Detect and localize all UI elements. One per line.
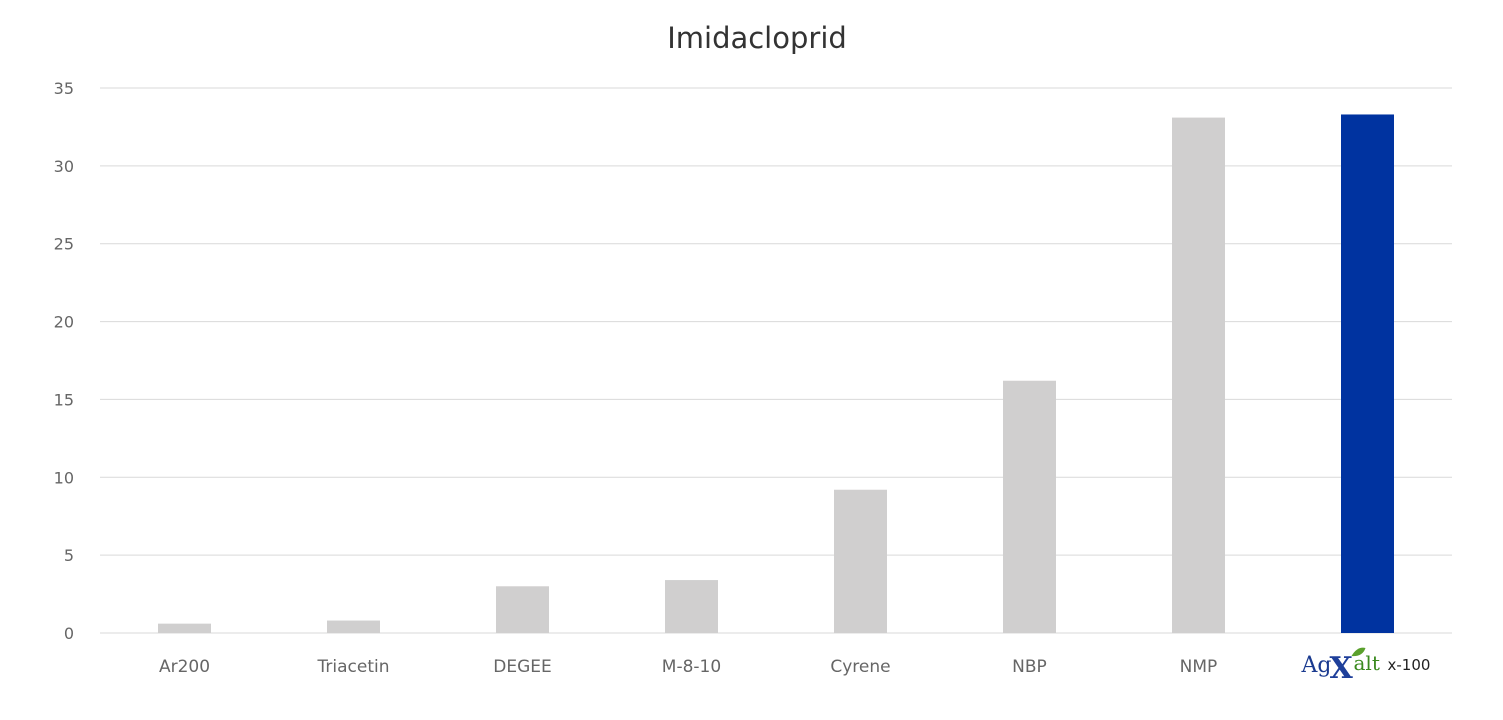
agxalt-logo: AgX alt x-100 [1301, 647, 1431, 686]
bar-degee [496, 586, 549, 633]
bars [158, 114, 1394, 634]
y-tick-label: 35 [54, 79, 74, 98]
y-tick-label: 15 [54, 390, 74, 409]
y-tick-label: 30 [54, 157, 74, 176]
x-axis-ticks: Ar200 Triacetin DEGEE M-8-10 Cyrene NBP NMP AgX… [159, 647, 1431, 686]
x-tick-label: DEGEE [493, 657, 552, 677]
leaf-icon [1351, 647, 1366, 657]
y-axis-ticks: 0 5 10 15 20 25 30 35 [54, 79, 74, 643]
x-tick-label: M-8-10 [662, 657, 721, 677]
x-tick-label: Triacetin [317, 657, 390, 677]
bar-agxalt-x-100 [1341, 114, 1394, 633]
y-tick-label: 0 [64, 624, 74, 643]
gridlines [100, 87, 1452, 634]
x-tick-label: NBP [1012, 657, 1047, 677]
chart-title: Imidacloprid [667, 21, 847, 55]
bar-m-8-10 [665, 580, 718, 633]
bar-cyrene [834, 489, 887, 633]
x-tick-label: Ar200 [159, 657, 210, 677]
bar-nmp [1172, 117, 1225, 634]
logo-x-text: X [1330, 651, 1354, 686]
y-tick-label: 25 [54, 235, 74, 254]
logo-alt-text: alt [1354, 651, 1380, 675]
y-tick-label: 20 [54, 313, 74, 332]
bar-triacetin [327, 620, 380, 633]
logo-suffix-text: x-100 [1388, 656, 1431, 674]
x-tick-label: Cyrene [830, 657, 890, 677]
logo-ag-text: Ag [1301, 653, 1332, 678]
bar-nbp [1003, 380, 1056, 633]
bar-ar200 [158, 623, 211, 633]
y-tick-label: 5 [64, 546, 74, 565]
y-tick-label: 10 [54, 468, 74, 487]
x-tick-label: NMP [1180, 657, 1218, 677]
